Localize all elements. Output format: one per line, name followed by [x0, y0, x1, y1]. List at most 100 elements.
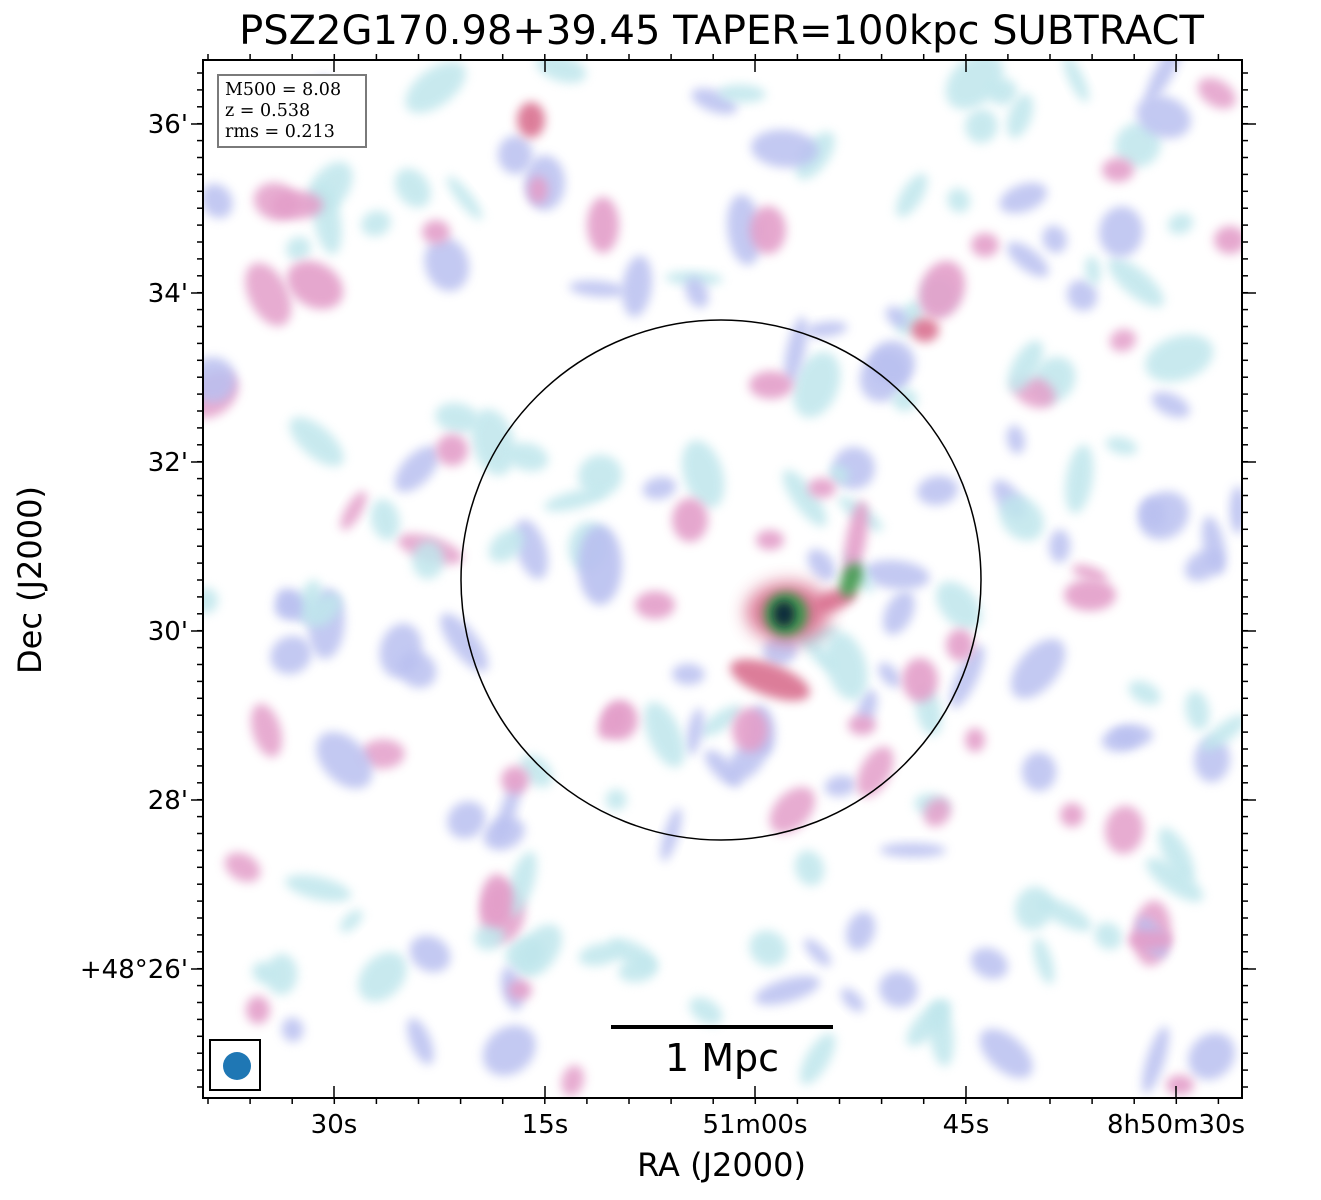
noise-blob [360, 739, 405, 769]
emission-feature [635, 591, 675, 619]
noise-blob [505, 851, 537, 916]
noise-blob [561, 1065, 585, 1097]
noise-blob [394, 168, 431, 208]
noise-blob [440, 613, 489, 672]
y-tick-label-26: +48°26' [79, 955, 188, 985]
noise-blob [285, 874, 352, 902]
noise-blob [928, 1000, 954, 1067]
noise-blob [224, 852, 261, 883]
noise-blob [407, 1018, 434, 1065]
emission-feature [501, 766, 529, 794]
noise-blob [409, 935, 451, 973]
noise-blob [285, 236, 311, 261]
plot-frame [202, 59, 1243, 1099]
noise-blob [447, 801, 486, 839]
noise-blob [1145, 334, 1214, 382]
noise-blob [605, 789, 627, 811]
noise-blob [691, 88, 738, 115]
noise-blob [892, 388, 918, 412]
emission-feature [1128, 930, 1172, 950]
noise-blob [829, 465, 850, 484]
emission-feature [517, 102, 545, 138]
noise-blob [792, 351, 841, 418]
noise-blob [1071, 564, 1108, 583]
scale-bar-label: 1 Mpc [664, 1036, 780, 1080]
noise-blob [1145, 60, 1183, 104]
emission-feature [271, 191, 323, 219]
noise-blob [1042, 225, 1068, 254]
noise-blob [412, 540, 445, 580]
noise-blob [882, 590, 915, 635]
noise-blob [870, 340, 916, 386]
noise-blob [245, 262, 292, 327]
noise-blob [681, 440, 725, 509]
emission-feature [672, 498, 708, 542]
noise-blob [879, 843, 947, 858]
noise-blob [270, 635, 312, 675]
source-core [773, 601, 795, 627]
beam-box [209, 1039, 261, 1091]
emission-feature [528, 176, 548, 204]
beam-ellipse [223, 1052, 251, 1080]
noise-blob [622, 255, 653, 318]
noise-blob [1085, 256, 1101, 285]
noise-blob [896, 173, 928, 218]
emission-feature [902, 658, 938, 702]
noise-blob [879, 971, 918, 1008]
noise-blob [804, 938, 832, 967]
noise-blob [488, 528, 525, 563]
emission-feature [578, 525, 622, 605]
noise-blob [471, 409, 516, 476]
emission-feature [808, 478, 836, 498]
emission-feature [246, 996, 270, 1024]
noise-blob [824, 775, 856, 797]
emission-feature [286, 260, 344, 310]
noise-blob [1139, 497, 1166, 529]
emission-feature [1230, 486, 1242, 534]
noise-blob [804, 321, 848, 338]
noise-blob [754, 975, 820, 1006]
noise-blob [339, 909, 363, 933]
noise-blob [1006, 425, 1026, 454]
noise-blob [794, 850, 825, 886]
noise-blob [1136, 95, 1191, 139]
noise-blob [1185, 690, 1210, 731]
noise-blob [1099, 206, 1144, 258]
noise-blob [686, 708, 704, 756]
noise-blob [281, 1017, 304, 1042]
noise-blob [1188, 1032, 1235, 1080]
chart-title: PSZ2G170.98+39.45 TAPER=100kpc SUBTRACT [239, 8, 1204, 54]
noise-blob [1066, 279, 1098, 312]
emission-feature [732, 708, 768, 752]
noise-blob [862, 560, 930, 590]
noise-blob [824, 631, 868, 701]
noise-blob [1048, 529, 1071, 563]
noise-blob [749, 930, 788, 967]
noise-blob [497, 135, 533, 175]
noise-blob [274, 595, 302, 620]
noise-blob [361, 210, 391, 237]
y-tick-label-34: 34' [147, 279, 188, 309]
noise-blob [1065, 444, 1094, 514]
noise-blob [394, 445, 440, 493]
noise-blob [424, 237, 470, 292]
noise-blob [578, 943, 622, 967]
info-redshift: z = 0.538 [225, 101, 311, 121]
noise-blob [1151, 391, 1190, 418]
info-rms: rms = 0.213 [225, 122, 335, 142]
noise-blob [671, 663, 705, 685]
noise-blob [446, 176, 483, 220]
x-tick-label-45s: 45s [942, 1110, 990, 1140]
noise-blob [949, 644, 985, 709]
noise-blob [964, 109, 998, 144]
noise-blob [799, 1033, 836, 1085]
x-tick-label-30s: 30s [310, 1110, 358, 1140]
noise-blob [840, 988, 865, 1012]
noise-blob [1111, 724, 1153, 747]
noise-blob [947, 188, 971, 213]
noise-blob [578, 454, 623, 497]
noise-blob [923, 797, 951, 827]
noise-blob [917, 475, 959, 506]
emission-feature [1102, 158, 1134, 182]
noise-blob [1184, 549, 1222, 582]
